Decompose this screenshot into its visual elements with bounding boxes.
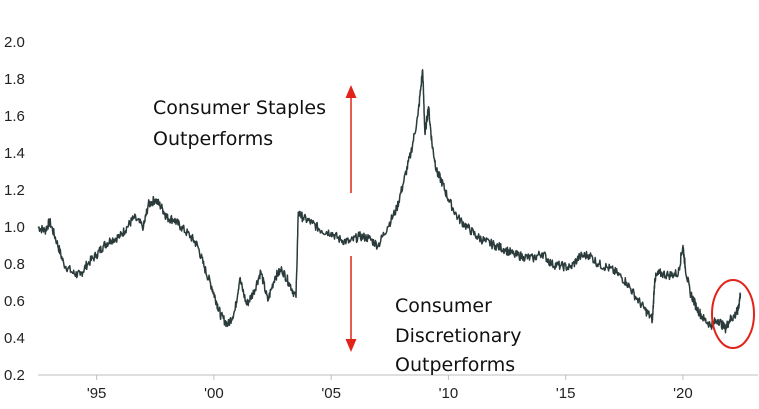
y-axis-tick-labels: 2.0 1.8 1.6 1.4 1.2 1.0 0.8 0.6 0.4 0.2 <box>4 34 25 384</box>
x-tick-label: '00 <box>204 385 224 402</box>
x-tick-label: '95 <box>87 385 107 402</box>
y-tick-label: 1.0 <box>4 219 25 236</box>
annotation-staples-line1: Consumer Staples <box>153 97 326 119</box>
y-tick-label: 0.4 <box>4 330 25 347</box>
x-tick-label: '20 <box>673 385 693 402</box>
recent-highlight-circle <box>711 279 755 349</box>
x-axis-ticks: '95 '00 '05 '10 '15 '20 <box>87 375 693 402</box>
annotation-discretionary-line2: Discretionary <box>395 325 521 347</box>
annotation-discretionary-line3: Outperforms <box>395 354 515 376</box>
y-tick-label: 2.0 <box>4 34 25 51</box>
down-arrow <box>345 256 357 352</box>
y-tick-label: 0.6 <box>4 293 25 310</box>
x-tick-label: '15 <box>556 385 576 402</box>
y-tick-label: 1.2 <box>4 182 25 199</box>
ratio-series-line <box>37 69 742 334</box>
y-tick-label: 0.8 <box>4 256 25 273</box>
x-tick-label: '05 <box>321 385 341 402</box>
y-tick-label: 1.8 <box>4 71 25 88</box>
up-arrow <box>345 85 357 193</box>
y-tick-label: 0.2 <box>4 367 25 384</box>
y-tick-label: 1.6 <box>4 108 25 125</box>
y-tick-label: 1.4 <box>4 145 25 162</box>
annotation-staples-line2: Outperforms <box>153 128 273 150</box>
annotation-discretionary-line1: Consumer <box>395 295 492 317</box>
x-tick-label: '10 <box>439 385 459 402</box>
